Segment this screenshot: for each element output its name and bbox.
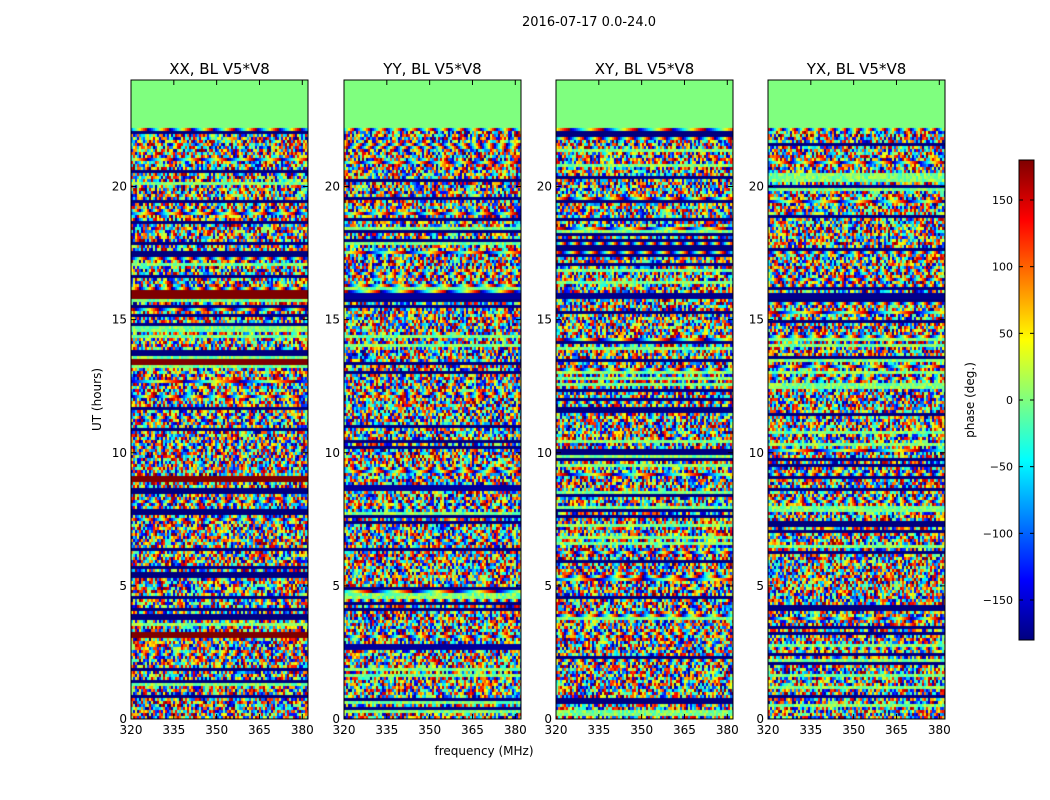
x-tick-label: 350 (418, 723, 441, 737)
heatmap-image (768, 80, 945, 719)
axes-frame (555, 79, 734, 720)
x-tick-label: 350 (842, 723, 865, 737)
y-tick-label: 20 (112, 180, 127, 194)
y-tick-label: 20 (325, 180, 340, 194)
x-tick-label: 380 (716, 723, 739, 737)
y-tick-label: 15 (749, 313, 764, 327)
y-tick-label: 15 (325, 313, 340, 327)
colorbar-tick-label: −50 (990, 461, 1013, 474)
y-tick-label: 20 (749, 180, 764, 194)
panel-title: XX, BL V5*V8 (169, 60, 270, 78)
panel-title: YY, BL V5*V8 (382, 60, 481, 78)
y-tick-label: 5 (119, 579, 127, 593)
figure-suptitle: 2016-07-17 0.0-24.0 (522, 15, 656, 30)
x-tick-label: 365 (248, 723, 271, 737)
x-tick-label: 320 (333, 723, 356, 737)
heatmap-panels: XX, BL V5*V8 320 335 350 365 380 0 5 10 15 20 UT (h… (90, 60, 951, 758)
y-tick-label: 0 (119, 712, 127, 726)
x-tick-label: 320 (757, 723, 780, 737)
x-tick-label: 335 (799, 723, 822, 737)
x-tick-label: 365 (673, 723, 696, 737)
y-tick-label: 15 (537, 313, 552, 327)
panel-title: YX, BL V5*V8 (806, 60, 907, 78)
colorbar-tick-label: −150 (983, 594, 1013, 607)
heatmap-panel: YY, BL V5*V8 320 335 350 365 380 0 5 10 15 20 frequ… (325, 60, 534, 758)
axes-frame (343, 79, 522, 720)
x-tick-label: 350 (630, 723, 653, 737)
x-tick-label: 335 (375, 723, 398, 737)
y-tick-label: 5 (544, 579, 552, 593)
y-tick-label: 20 (537, 180, 552, 194)
x-tick-label: 380 (928, 723, 951, 737)
colorbar-tick-label: 50 (999, 327, 1013, 340)
y-tick-label: 15 (112, 313, 127, 327)
colorbar-label: phase (deg.) (963, 362, 977, 438)
panel-title: XY, BL V5*V8 (595, 60, 695, 78)
x-axis-label: frequency (MHz) (434, 744, 533, 758)
y-tick-label: 10 (537, 446, 552, 460)
heatmap-panel: YX, BL V5*V8 320 335 350 365 380 0 5 10 15 20 (749, 60, 951, 737)
y-axis-label: UT (hours) (90, 368, 104, 431)
y-tick-label: 0 (332, 712, 340, 726)
heatmap-panel: XY, BL V5*V8 320 335 350 365 380 0 5 10 15 20 (537, 60, 739, 737)
heatmap-image (131, 80, 308, 719)
y-tick-label: 0 (544, 712, 552, 726)
x-tick-label: 320 (545, 723, 568, 737)
x-tick-label: 365 (461, 723, 484, 737)
colorbar-tick-label: 100 (992, 261, 1013, 274)
y-tick-label: 10 (749, 446, 764, 460)
heatmap-panel: XX, BL V5*V8 320 335 350 365 380 0 5 10 15 20 UT (h… (90, 60, 314, 737)
colorbar-tick-label: 150 (992, 194, 1013, 207)
heatmap-image (556, 80, 733, 719)
x-tick-label: 335 (587, 723, 610, 737)
y-tick-label: 10 (112, 446, 127, 460)
axes-frame (130, 79, 309, 720)
y-tick-label: 10 (325, 446, 340, 460)
colorbar-tick-label: −100 (983, 527, 1013, 540)
y-tick-label: 5 (756, 579, 764, 593)
colorbar: 150 100 50 0 −50 −100 −150 phase (deg.) (963, 159, 1035, 641)
axes-frame (767, 79, 946, 720)
heatmap-image (344, 80, 521, 719)
x-tick-label: 320 (120, 723, 143, 737)
y-tick-label: 5 (332, 579, 340, 593)
x-tick-label: 335 (162, 723, 185, 737)
y-tick-label: 0 (756, 712, 764, 726)
x-tick-label: 380 (504, 723, 527, 737)
x-tick-label: 365 (885, 723, 908, 737)
colorbar-tick-label: 0 (1006, 394, 1013, 407)
x-tick-label: 380 (291, 723, 314, 737)
x-tick-label: 350 (205, 723, 228, 737)
